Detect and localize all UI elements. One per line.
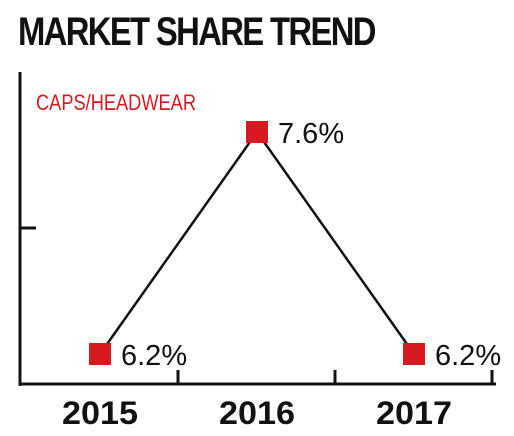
x-tick-label: 2017 [376, 395, 452, 431]
series-line [98, 129, 416, 355]
data-point-marker [89, 343, 111, 365]
chart-subtitle: CAPS/HEADWEAR [36, 90, 196, 115]
chart-title: MARKET SHARE TREND [18, 10, 376, 54]
data-label: 6.2% [121, 340, 187, 372]
data-label: 6.2% [435, 340, 501, 372]
x-tick-label: 2016 [219, 395, 295, 431]
data-label: 7.6% [278, 118, 344, 150]
data-point-marker [246, 121, 268, 143]
data-point-marker [403, 343, 425, 365]
series-layer: 6.2% 7.6% 6.2% 2015 2016 2017 [62, 118, 501, 431]
x-tick-label: 2015 [62, 395, 138, 431]
